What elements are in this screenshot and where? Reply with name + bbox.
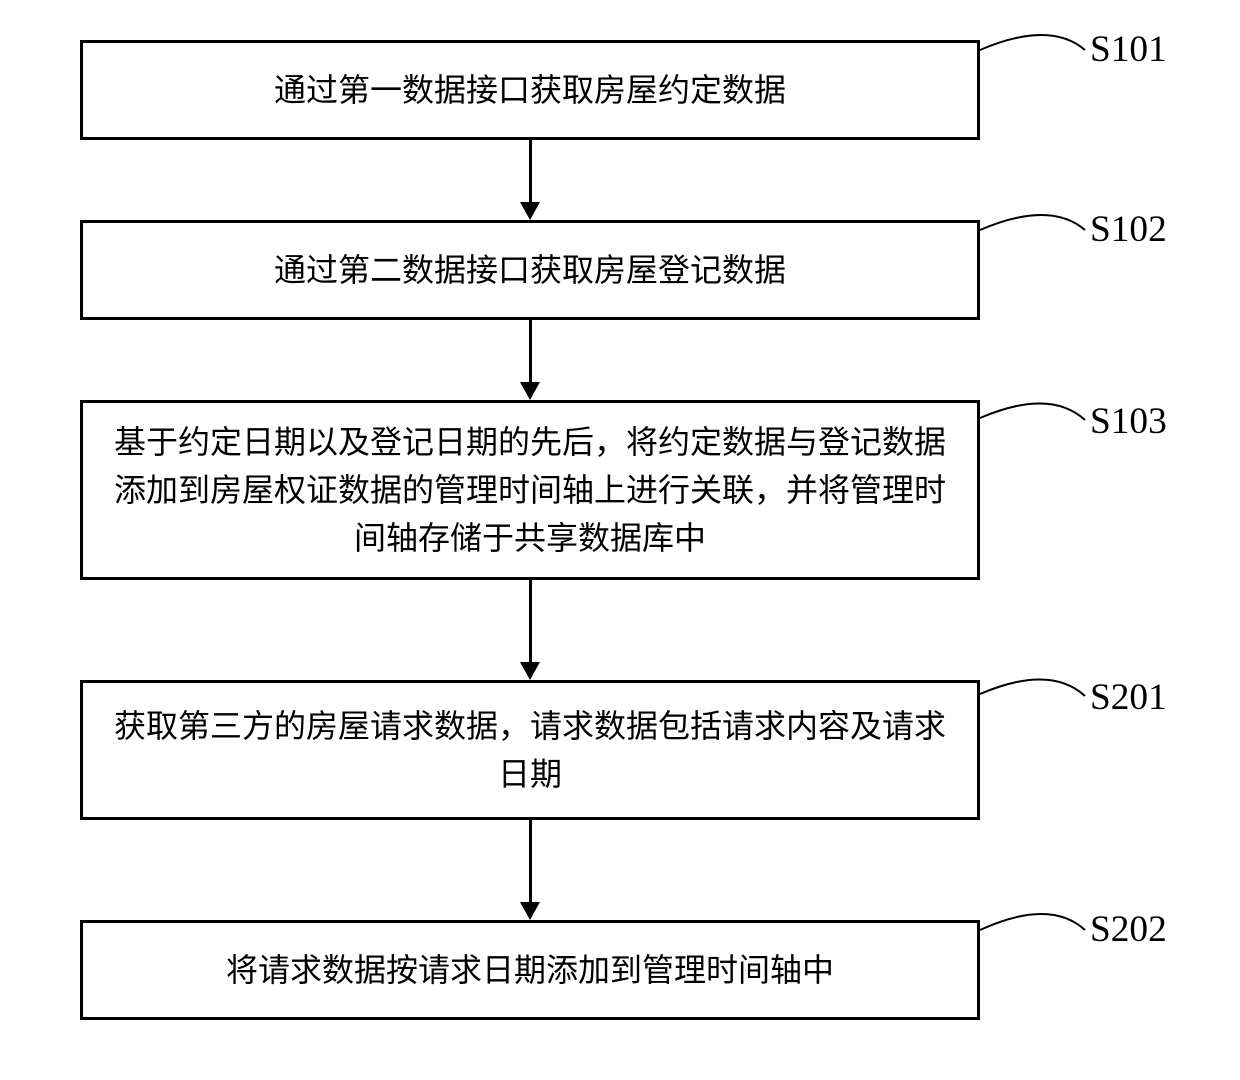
- arrow-s101-s102: [529, 140, 532, 202]
- leader-curve-s103: [976, 384, 1089, 424]
- flow-node-s103: 基于约定日期以及登记日期的先后，将约定数据与登记数据添加到房屋权证数据的管理时间…: [80, 400, 980, 580]
- arrow-head-s103-s201: [520, 662, 540, 680]
- leader-curve-s102: [976, 196, 1089, 234]
- flow-node-s202: 将请求数据按请求日期添加到管理时间轴中: [80, 920, 980, 1020]
- arrow-head-s101-s102: [520, 202, 540, 220]
- flow-node-s201: 获取第三方的房屋请求数据，请求数据包括请求内容及请求日期: [80, 680, 980, 820]
- flow-node-text: 通过第一数据接口获取房屋约定数据: [103, 66, 957, 114]
- flow-node-s101: 通过第一数据接口获取房屋约定数据: [80, 40, 980, 140]
- flow-node-text: 将请求数据按请求日期添加到管理时间轴中: [103, 946, 957, 994]
- flow-node-text: 基于约定日期以及登记日期的先后，将约定数据与登记数据添加到房屋权证数据的管理时间…: [103, 418, 957, 562]
- leader-curve-s202: [976, 894, 1089, 934]
- step-label-s101: S101: [1090, 28, 1167, 71]
- flow-node-s102: 通过第二数据接口获取房屋登记数据: [80, 220, 980, 320]
- arrow-head-s102-s103: [520, 382, 540, 400]
- step-label-s202: S202: [1090, 908, 1167, 951]
- arrow-s102-s103: [529, 320, 532, 382]
- flow-node-text: 通过第二数据接口获取房屋登记数据: [103, 246, 957, 294]
- arrow-s103-s201: [529, 580, 532, 662]
- step-label-s103: S103: [1090, 400, 1167, 443]
- step-label-s201: S201: [1090, 676, 1167, 719]
- arrow-s201-s202: [529, 820, 532, 902]
- flow-node-text: 获取第三方的房屋请求数据，请求数据包括请求内容及请求日期: [103, 702, 957, 798]
- step-label-s102: S102: [1090, 208, 1167, 251]
- leader-curve-s201: [976, 660, 1089, 700]
- leader-curve-s101: [976, 16, 1089, 54]
- flowchart-container: 通过第一数据接口获取房屋约定数据 S101 通过第二数据接口获取房屋登记数据 S102…: [0, 0, 1240, 1080]
- arrow-head-s201-s202: [520, 902, 540, 920]
